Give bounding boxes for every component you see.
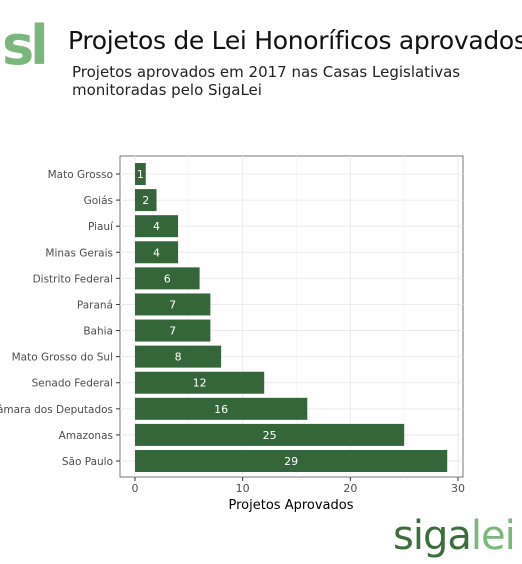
bar-layer [135,163,448,472]
y-tick-label: Câmara dos Deputados [0,404,113,416]
y-tick-label: São Paulo [62,456,113,468]
y-tick-label: Piauí [88,221,114,233]
bar [135,345,222,368]
bar [135,163,146,185]
y-tick-label: Senado Federal [32,378,113,390]
subtitle-line-2: monitoradas pelo SigaLei [72,81,262,99]
bar-value-label: 4 [153,220,160,233]
bar [135,241,179,264]
sigalei-logo-icon: sl [2,14,49,74]
bar-value-label: 12 [193,377,207,390]
bar [135,293,211,316]
bar-value-label: 8 [175,351,182,364]
x-axis-label: Projetos Aprovados [229,498,354,513]
subtitle-line-1: Projetos aprovados em 2017 nas Casas Leg… [72,63,461,81]
bar-value-label: 6 [164,272,171,285]
bar-value-label: 16 [214,403,228,416]
y-tick-label: Paraná [77,299,113,311]
bar [135,371,265,394]
axis-layer: 0 10 20 30 Mato Grosso Goiás Piauí Minas Gerais… [0,169,465,495]
chart-subtitle: Projetos aprovados em 2017 nas Casas Leg… [72,63,492,99]
bar [135,215,179,238]
logo-sl-text: sl [2,14,45,74]
x-tick-label: 10 [236,482,250,495]
sigalei-brand-logo: sigalei [393,508,516,564]
x-tick-label: 30 [451,482,465,495]
bar [135,450,448,472]
bar-value-label: 2 [142,194,149,207]
y-tick-label: Minas Gerais [45,247,113,259]
bar-value-label: 7 [169,325,176,338]
bar [135,267,200,290]
y-tick-label: Distrito Federal [33,273,113,285]
bar-value-label: 1 [137,168,144,181]
bar-value-label: 29 [284,455,298,468]
y-tick-label: Mato Grosso do Sul [12,352,113,364]
bar [135,423,405,446]
bar [135,189,157,212]
bar-value-label: 25 [263,429,277,442]
x-tick-label: 20 [343,482,357,495]
y-tick-label: Goiás [84,195,113,207]
bar [135,397,308,420]
brand-part-2: lei [470,513,516,559]
x-tick-label: 0 [132,482,139,495]
bar-value-label: 7 [169,298,176,311]
chart-title: Projetos de Lei Honoríficos aprovados [68,26,522,55]
plot-panel [119,155,464,478]
y-tick-label: Amazonas [59,430,113,442]
y-tick-label: Mato Grosso [48,169,113,181]
brand-part-1: siga [393,513,472,559]
y-tick-label: Bahia [83,326,113,338]
bar-value-label: 4 [153,246,160,259]
bar [135,319,211,342]
